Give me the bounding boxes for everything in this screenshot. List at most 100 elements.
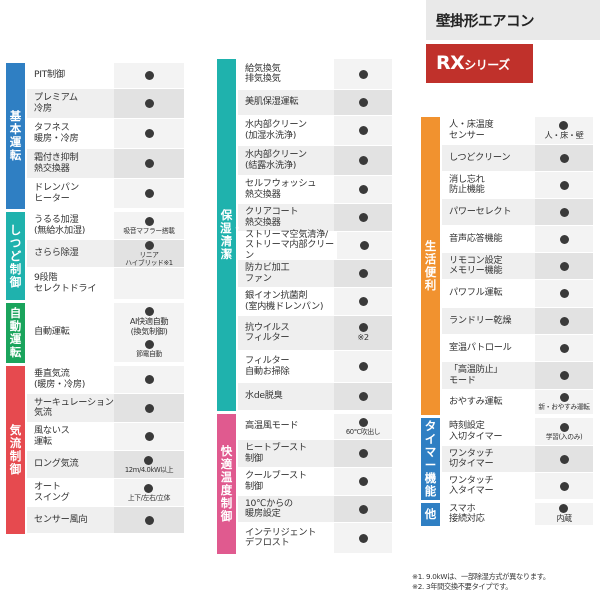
- feature-group: 気流制御 垂直気流 (暖房・冷房) サーキュレーション 気流 風ないス 運転 ロング気流…: [6, 366, 184, 534]
- value-note: 内蔵: [556, 513, 572, 524]
- value-block: 上下/左右/立体: [128, 483, 170, 502]
- feature-row: 高温風モード 60℃吹出し: [238, 414, 392, 440]
- feature-name: 音声応答機能: [442, 226, 535, 252]
- supported-dot: [559, 393, 569, 402]
- feature-row: クリアコート 熱交換器: [238, 204, 392, 232]
- supported-dot: [360, 241, 370, 250]
- feature-row: 10℃からの 暖房設定: [238, 496, 392, 523]
- supported-dot: [559, 343, 569, 353]
- feature-row: 防カビ加工 ファン: [238, 260, 392, 288]
- value-block: [144, 403, 154, 413]
- supported-dot: [559, 481, 569, 491]
- value-note: ※2: [357, 332, 369, 343]
- feature-name: クールブースト 制御: [238, 468, 334, 495]
- feature-name: 10℃からの 暖房設定: [238, 496, 334, 522]
- feature-value: [334, 440, 392, 467]
- value-block: [144, 432, 154, 441]
- value-block: [358, 362, 368, 371]
- value-note: リニア ハイブリッド※1: [125, 250, 173, 267]
- value-block: [144, 71, 154, 80]
- supported-dot: [358, 392, 368, 401]
- feature-group: 他スマホ 接続対応 内蔵: [421, 503, 593, 526]
- feature-row: 室温パトロール: [442, 335, 593, 362]
- feature-group: 快適温度制御 高温風モード 60℃吹出し ヒートブースト 制御 クールブースト 制御 10…: [217, 414, 392, 554]
- supported-dot: [358, 533, 368, 543]
- group-label-text: 基本運転: [9, 109, 22, 162]
- feature-name: フィルター 自動お掃除: [238, 351, 334, 382]
- feature-row: ランドリー乾燥: [442, 308, 593, 335]
- supported-dot: [144, 340, 154, 349]
- value-block: [559, 481, 569, 491]
- value-block: 節電自動: [136, 340, 162, 358]
- feature-name: 美肌保湿運転: [238, 90, 334, 115]
- feature-value: [334, 176, 392, 203]
- group-label: 生活便利: [421, 117, 440, 415]
- supported-dot: [358, 69, 368, 79]
- feature-value: [535, 280, 593, 307]
- supported-dot: [144, 515, 154, 525]
- group-label: しつど制御: [6, 212, 25, 300]
- feature-row: インテリジェント デフロスト: [238, 523, 392, 554]
- group-label: タイマー機能: [421, 418, 440, 500]
- feature-value: [334, 468, 392, 495]
- value-note: 節電自動: [136, 350, 162, 358]
- supported-dot: [144, 403, 154, 413]
- feature-row: パワフル運転: [442, 280, 593, 308]
- supported-dot: [358, 417, 368, 427]
- feature-row: 時刻設定 入切タイマー 学習(入のみ): [442, 418, 593, 446]
- value-note: AI快適自動 (換気制御): [129, 316, 169, 336]
- feature-row: セルフウォッシュ 熱交換器: [238, 176, 392, 204]
- feature-name: 人・床温度 センサー: [442, 117, 535, 144]
- feature-row: フィルター 自動お掃除: [238, 351, 392, 383]
- value-block: [358, 156, 368, 165]
- value-note: 人・床・壁: [544, 129, 584, 140]
- feature-name: PIT制御: [27, 63, 114, 88]
- value-block: [559, 371, 569, 380]
- value-block: [559, 454, 569, 464]
- feature-row: 消し忘れ 防止機能: [442, 172, 593, 199]
- feature-value: 人・床・壁: [535, 117, 593, 144]
- value-block: [559, 234, 569, 244]
- feature-name: 消し忘れ 防止機能: [442, 172, 535, 198]
- supported-dot: [559, 422, 569, 432]
- feature-value: 吸音マフラー搭載: [114, 212, 184, 239]
- feature-name: ランドリー乾燥: [442, 308, 535, 334]
- feature-value: リニア ハイブリッド※1: [114, 240, 184, 267]
- feature-value: [535, 253, 593, 279]
- value-block: 人・床・壁: [544, 120, 584, 141]
- group-rows: 給気換気 排気換気 美肌保湿運転 水内部クリーン (加湿水洗浄) 水内部クリーン (結…: [238, 59, 392, 411]
- value-block: [358, 449, 368, 458]
- feature-name: パワーセレクト: [442, 199, 535, 225]
- supported-dot: [358, 323, 368, 333]
- value-block: [358, 392, 368, 401]
- feature-name: サーキュレーション 気流: [27, 394, 114, 422]
- feature-name: クリアコート 熱交換器: [238, 204, 334, 231]
- value-block: 吸音マフラー搭載: [123, 216, 175, 235]
- value-block: [358, 504, 368, 514]
- feature-row: うるる加湿 (無給水加湿) 吸音マフラー搭載: [27, 212, 184, 240]
- group-rows: 自動運転 AI快適自動 (換気制御) 節電自動: [27, 303, 184, 363]
- value-block: [358, 477, 368, 486]
- feature-group: 基本運転 PIT制御 プレミアム 冷房 タフネス 暖房・冷房 霜付き抑制 熱交換器 ドレン…: [6, 63, 184, 209]
- supported-dot: [358, 156, 368, 165]
- feature-name: 水内部クリーン (結露水洗浄): [238, 146, 334, 175]
- feature-row: 抗ウイルス フィルター ※2: [238, 316, 392, 351]
- feature-value: AI快適自動 (換気制御) 節電自動: [114, 303, 184, 362]
- group-label-text: 気流制御: [9, 423, 22, 476]
- supported-dot: [559, 289, 569, 298]
- supported-dot: [559, 120, 569, 130]
- feature-row: 水内部クリーン (加湿水洗浄): [238, 116, 392, 146]
- group-label: 快適温度制御: [217, 414, 236, 554]
- value-block: [144, 159, 154, 168]
- supported-dot: [144, 307, 154, 316]
- feature-value: [337, 232, 392, 259]
- supported-dot: [559, 454, 569, 464]
- value-block: 内蔵: [556, 504, 572, 524]
- feature-name: 室温パトロール: [442, 335, 535, 361]
- supported-dot: [358, 477, 368, 486]
- feature-table-left: 基本運転 PIT制御 プレミアム 冷房 タフネス 暖房・冷房 霜付き抑制 熱交換器 ドレン…: [6, 63, 184, 534]
- feature-value: 12m/4.0kW以上: [114, 451, 184, 478]
- feature-value: [334, 116, 392, 145]
- feature-name: ヒートブースト 制御: [238, 440, 334, 467]
- supported-dot: [144, 129, 154, 138]
